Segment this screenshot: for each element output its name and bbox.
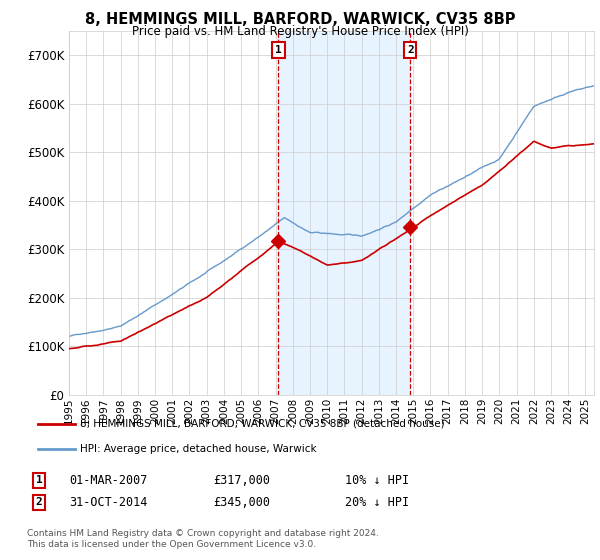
Text: 31-OCT-2014: 31-OCT-2014 [69,496,148,509]
Text: £345,000: £345,000 [213,496,270,509]
Text: 1: 1 [275,45,282,55]
Text: 1: 1 [35,475,43,486]
Text: 10% ↓ HPI: 10% ↓ HPI [345,474,409,487]
Text: 8, HEMMINGS MILL, BARFORD, WARWICK, CV35 8BP: 8, HEMMINGS MILL, BARFORD, WARWICK, CV35… [85,12,515,27]
Text: 2: 2 [407,45,414,55]
Text: 8, HEMMINGS MILL, BARFORD, WARWICK, CV35 8BP (detached house): 8, HEMMINGS MILL, BARFORD, WARWICK, CV35… [80,419,445,429]
Text: 2: 2 [35,497,43,507]
Text: 20% ↓ HPI: 20% ↓ HPI [345,496,409,509]
Text: HPI: Average price, detached house, Warwick: HPI: Average price, detached house, Warw… [80,444,317,454]
Bar [278,31,410,395]
Text: £317,000: £317,000 [213,474,270,487]
Text: Contains HM Land Registry data © Crown copyright and database right 2024.
This d: Contains HM Land Registry data © Crown c… [27,529,379,549]
Text: Price paid vs. HM Land Registry's House Price Index (HPI): Price paid vs. HM Land Registry's House … [131,25,469,38]
Text: 01-MAR-2007: 01-MAR-2007 [69,474,148,487]
